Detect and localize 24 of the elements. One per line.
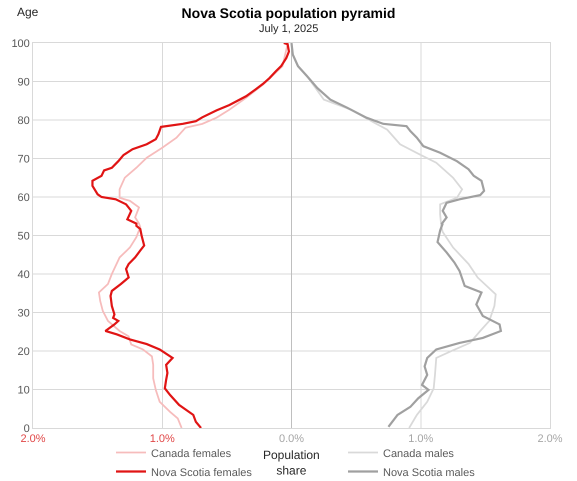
- y-tick-label: 0: [24, 422, 30, 435]
- y-tick-label: 80: [18, 114, 30, 127]
- y-tick-label: 90: [18, 76, 30, 88]
- x-tick-label: 1.0%: [150, 433, 175, 446]
- x-axis-title: Population share: [263, 448, 320, 478]
- chart-title: Nova Scotia population pyramid: [182, 4, 396, 21]
- y-axis-title: Age: [17, 5, 39, 19]
- y-tick-label: 70: [18, 153, 30, 166]
- y-tick-label: 20: [18, 346, 30, 358]
- x-tick-label: 2.0%: [20, 433, 46, 446]
- legend-label: Nova Scotia females: [151, 466, 252, 479]
- x-tick-label: 1.0%: [408, 433, 434, 446]
- x-tick-label: 0.0%: [278, 433, 304, 446]
- x-tick-label: 2.0%: [537, 433, 563, 446]
- y-tick-label: 40: [18, 268, 30, 281]
- legend-label: Canada females: [151, 448, 232, 460]
- y-tick-label: 100: [11, 38, 30, 50]
- chart-subtitle: July 1, 2025: [259, 23, 318, 35]
- y-tick-label: 60: [18, 192, 30, 204]
- legend-label: Nova Scotia males: [383, 466, 476, 479]
- y-tick-label: 10: [18, 384, 30, 396]
- y-tick-label: 30: [18, 307, 30, 320]
- legend-label: Canada males: [383, 448, 454, 460]
- y-tick-label: 50: [18, 230, 30, 242]
